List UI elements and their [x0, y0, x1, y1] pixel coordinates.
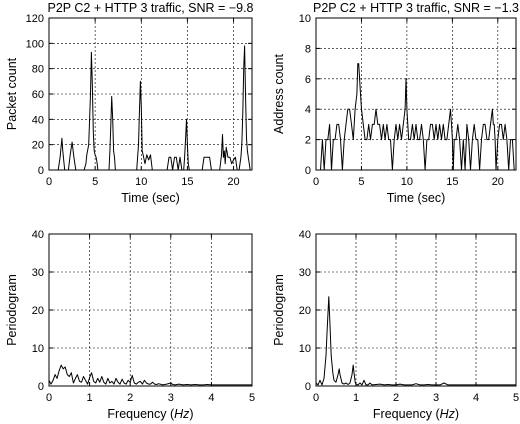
bottom-left-x-axis-label: Frequency (Hz)	[107, 407, 193, 421]
bottom-right-xtick-label-3: 3	[433, 392, 439, 404]
top-right-ytick-label-0: 0	[305, 165, 311, 177]
top-left-xtick-label-1: 5	[92, 176, 98, 188]
bottom-left-ytick-label-0: 0	[38, 381, 44, 393]
top-right-series-line-0	[316, 63, 515, 171]
top-right-chart-title: P2P C2 + HTTP 3 traffic, SNR = −1.3	[313, 1, 519, 15]
bottom-left-xtick-label-0: 0	[46, 392, 52, 404]
bottom-right-chart: 0 1 2 3 4 5 0 10 20 30 40 Frequency (Hz) Periodogram	[272, 229, 519, 421]
bottom-right-xtick-label-4: 4	[473, 392, 479, 404]
bottom-left-xtick-label-4: 4	[208, 392, 214, 404]
top-left-ytick-label-6: 120	[26, 13, 44, 25]
top-left-xtick-label-4: 20	[227, 176, 239, 188]
top-right-plot-frame	[315, 17, 517, 171]
top-right-xtick-label-3: 15	[446, 176, 458, 188]
bottom-right-ytick-label-2: 20	[299, 305, 311, 317]
top-right-ytick-label-2: 4	[305, 104, 311, 116]
top-right-xtick-label-1: 5	[358, 176, 364, 188]
top-left-ytick-label-5: 100	[26, 38, 44, 50]
top-left-ytick-label-3: 60	[32, 89, 44, 101]
top-right-xtick-label-0: 0	[313, 176, 319, 188]
bottom-left-y-axis-label: Periodogram	[5, 274, 19, 346]
bottom-left-xtick-label-3: 3	[168, 392, 174, 404]
bottom-right-ytick-label-4: 40	[299, 229, 311, 241]
top-right-ytick-label-5: 10	[299, 13, 311, 25]
top-right-ytick-label-1: 2	[305, 135, 311, 147]
bottom-left-series-line-0	[48, 364, 252, 386]
top-left-ytick-label-1: 20	[32, 140, 44, 152]
top-right-xtick-label-2: 10	[401, 176, 413, 188]
bottom-left-ytick-label-2: 20	[32, 305, 44, 317]
top-left-x-axis-label: Time (sec)	[121, 191, 180, 205]
top-left-ytick-label-0: 0	[38, 165, 44, 177]
bottom-right-xtick-label-5: 5	[513, 392, 519, 404]
top-left-ytick-label-4: 80	[32, 64, 44, 76]
top-left-xtick-label-0: 0	[46, 176, 52, 188]
bottom-right-xtick-label-1: 1	[353, 392, 359, 404]
top-right-x-axis-label: Time (sec)	[387, 191, 446, 205]
top-right-ytick-label-3: 6	[305, 74, 311, 86]
top-left-y-axis-label: Packet count	[5, 57, 19, 130]
bottom-left-ytick-label-3: 30	[32, 267, 44, 279]
top-right-xtick-label-4: 20	[492, 176, 504, 188]
bottom-left-xtick-label-5: 5	[249, 392, 255, 404]
bottom-left-chart: 0 1 2 3 4 5 0 10 20 30 40 Frequency (Hz) Periodogram	[5, 229, 255, 421]
bottom-left-xtick-label-1: 1	[87, 392, 93, 404]
bottom-right-series-line-0	[315, 296, 516, 386]
top-left-xtick-label-3: 15	[181, 176, 193, 188]
top-left-series-line-0	[49, 45, 251, 171]
top-right-y-axis-label: Address count	[272, 54, 286, 134]
bottom-right-y-axis-label: Periodogram	[272, 274, 286, 346]
bottom-right-xtick-label-0: 0	[313, 392, 319, 404]
bottom-right-ytick-label-1: 10	[299, 343, 311, 355]
bottom-right-ytick-label-3: 30	[299, 267, 311, 279]
bottom-left-xtick-label-2: 2	[127, 392, 133, 404]
bottom-left-ytick-label-4: 40	[32, 229, 44, 241]
top-left-chart: 0 5 10 15 20 0 20 40 60 80 100 120 P2P C2 + HTTP 3 t…	[5, 1, 254, 205]
top-left-xtick-label-2: 10	[135, 176, 147, 188]
top-right-ytick-label-4: 8	[305, 43, 311, 55]
bottom-right-xtick-label-2: 2	[393, 392, 399, 404]
bottom-right-ytick-label-0: 0	[305, 381, 311, 393]
bottom-right-x-axis-label: Frequency (Hz)	[373, 407, 459, 421]
bottom-left-ytick-label-1: 10	[32, 343, 44, 355]
top-left-ytick-label-2: 40	[32, 114, 44, 126]
top-left-chart-title: P2P C2 + HTTP 3 traffic, SNR = −9.8	[48, 1, 254, 15]
